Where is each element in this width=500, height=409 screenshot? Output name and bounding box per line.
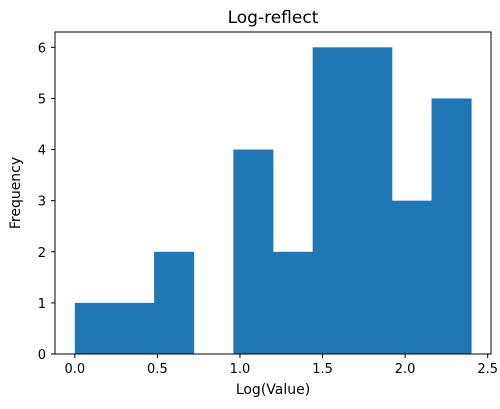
y-axis-label: Frequency: [8, 157, 24, 229]
axes-frame: [54, 31, 492, 355]
bars-layer: [74, 47, 472, 354]
y-axis: 0 1 2 3 4 5 6: [38, 41, 55, 363]
x-tick-label-2: 1.0: [230, 362, 251, 377]
histogram-bar-8: [391, 200, 432, 354]
y-tick-label-0: 0: [38, 348, 46, 363]
y-tick-label-5: 5: [38, 92, 46, 107]
histogram-bar-6: [312, 47, 353, 354]
histogram-bar-9: [431, 98, 472, 354]
y-tick-label-2: 2: [38, 246, 46, 261]
histogram-bar-7: [352, 47, 393, 354]
histogram-bar-2: [154, 251, 195, 354]
y-tick-label-4: 4: [38, 144, 46, 159]
x-tick-label-1: 0.5: [147, 362, 168, 377]
x-tick-label-3: 1.5: [312, 362, 333, 377]
histogram-bar-1: [114, 302, 155, 354]
x-axis-label: Log(Value): [236, 382, 310, 398]
x-axis: 0.0 0.5 1.0 1.5 2.0 2.5: [64, 354, 498, 377]
histogram-bar-5: [273, 251, 314, 354]
histogram-bar-0: [74, 302, 115, 354]
x-tick-label-0: 0.0: [64, 362, 85, 377]
y-tick-label-1: 1: [38, 297, 46, 312]
chart-title: Log-reflect: [228, 8, 319, 28]
x-tick-label-4: 2.0: [395, 362, 416, 377]
histogram-bar-4: [233, 149, 274, 354]
y-tick-label-3: 3: [38, 195, 46, 210]
x-tick-label-5: 2.5: [477, 362, 498, 377]
y-tick-label-6: 6: [38, 41, 46, 56]
